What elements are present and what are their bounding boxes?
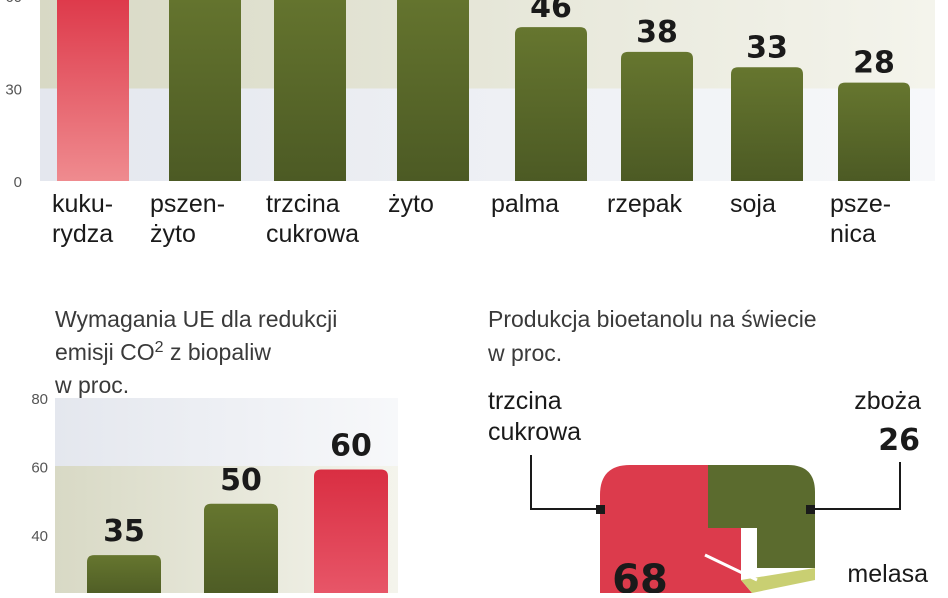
category-label: nica <box>830 220 876 248</box>
chart-title: emisji CO2 z biopaliw <box>55 339 271 366</box>
bar <box>57 0 129 181</box>
y-tick-label: 30 <box>5 82 22 99</box>
category-label: soja <box>730 190 776 218</box>
category-label: rzepak <box>607 190 683 218</box>
bar-value-label: 28 <box>853 46 895 81</box>
slice-label: melasa <box>847 560 928 588</box>
slice-label: trzcina <box>488 387 562 415</box>
slice-trzcina <box>600 465 752 593</box>
bar <box>621 51 693 182</box>
bar-value-label: 38 <box>636 15 678 50</box>
slice-zboza <box>708 465 815 568</box>
bioethanol-pie-chart: Produkcja bioetanolu na świecie w proc. tr… <box>487 306 928 598</box>
category-label: trzcina <box>266 190 340 218</box>
chart-title: Produkcja bioetanolu na świecie <box>488 306 817 332</box>
bar <box>87 555 161 598</box>
band-upper <box>55 398 398 466</box>
slice-divider <box>704 553 758 582</box>
leader-line <box>530 455 600 510</box>
category-label: pszen- <box>150 190 225 218</box>
category-label: żyto <box>150 220 196 248</box>
chart-title-sup: 2 <box>155 339 164 356</box>
y-tick-label: 40 <box>31 528 48 545</box>
bar-value-label: 60 <box>330 429 372 464</box>
category-label: kuku- <box>52 190 113 218</box>
category-label: rydza <box>52 220 113 248</box>
y-tick-label: 0 <box>14 174 22 191</box>
leader-line <box>815 462 901 510</box>
bar-value-label: 46 <box>530 0 572 25</box>
leader-marker <box>806 505 815 514</box>
y-tick-label: 80 <box>31 391 48 408</box>
bar-value-label: 33 <box>746 30 788 65</box>
bar <box>397 0 469 181</box>
bar <box>838 82 910 181</box>
bar <box>731 67 803 181</box>
y-tick-label: 60 <box>5 0 22 6</box>
chart-subtitle: w proc. <box>54 372 129 398</box>
category-label: cukrowa <box>266 220 359 248</box>
bar <box>515 27 587 181</box>
category-label: psze- <box>830 190 891 218</box>
category-label: żyto <box>388 190 434 218</box>
chart-title: w proc. <box>487 340 562 366</box>
bar <box>169 0 241 181</box>
eu-reduction-chart: Wymagania UE dla redukcji emisji CO2 z bi… <box>31 306 398 598</box>
slice-value-label: 26 <box>878 423 920 458</box>
bar <box>204 503 278 598</box>
slice-label: zboża <box>854 387 921 415</box>
y-tick-label: 60 <box>31 460 48 477</box>
category-label: palma <box>491 190 559 218</box>
leader-marker <box>596 505 605 514</box>
bar-value-label: 50 <box>220 463 262 498</box>
slice-label: cukrowa <box>488 418 581 446</box>
bar-value-label: 35 <box>103 514 145 549</box>
bar <box>314 469 388 598</box>
chart-title-rest: z biopaliw <box>164 339 272 365</box>
slice-value-label: 68 <box>612 557 668 593</box>
slice-melasa <box>741 568 815 593</box>
chart-title: Wymagania UE dla redukcji <box>55 306 337 332</box>
bar <box>274 0 346 181</box>
